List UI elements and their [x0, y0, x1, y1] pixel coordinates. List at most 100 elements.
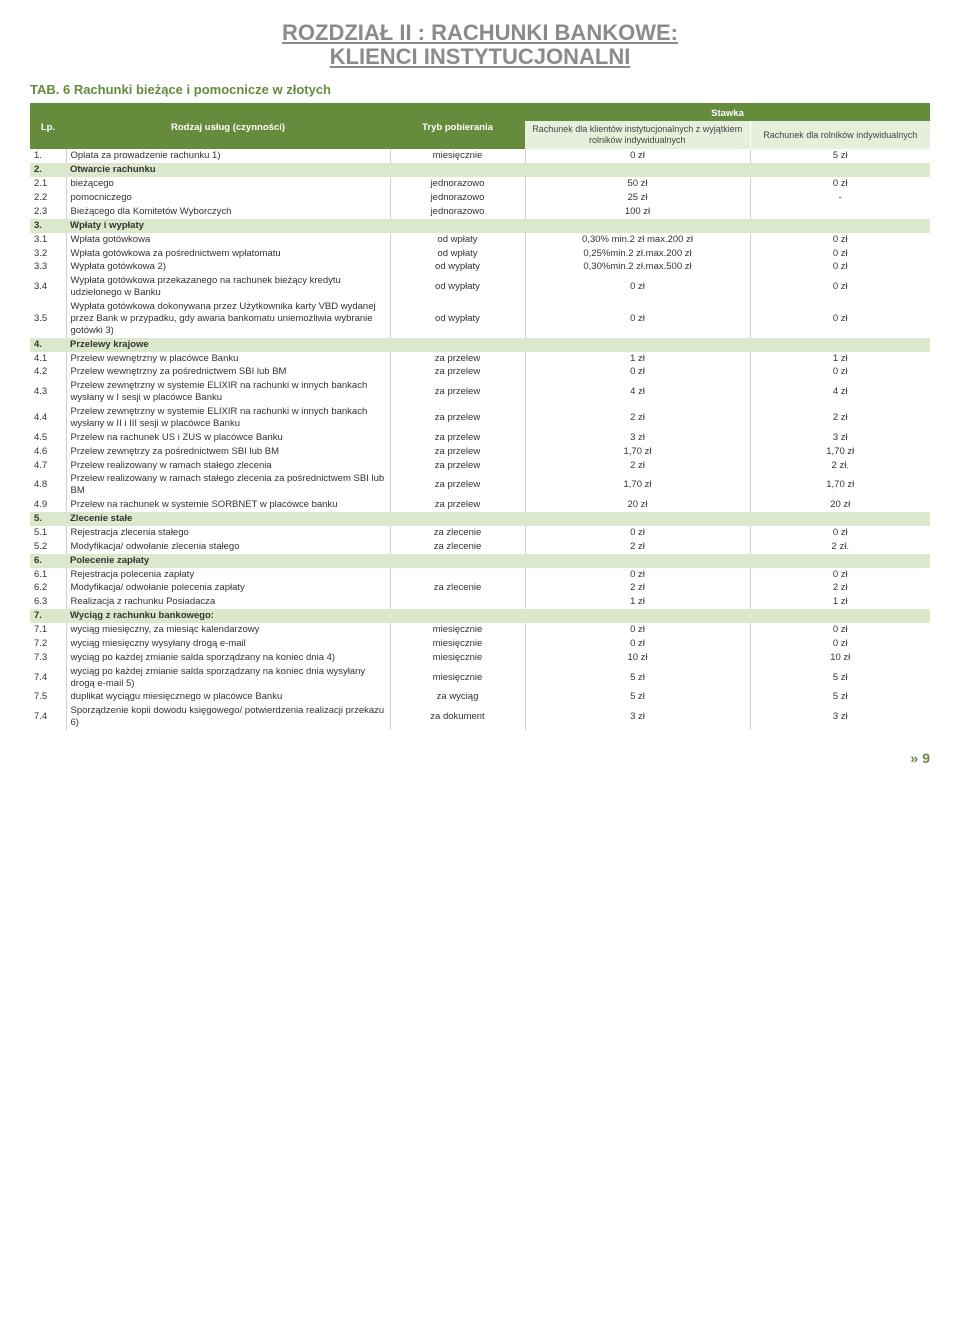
cell-v2: 0 zł: [750, 365, 930, 379]
cell-v2: -: [750, 191, 930, 205]
cell-v2: [750, 205, 930, 219]
cell-v2: 0 zł: [750, 274, 930, 300]
cell-lp: 2.3: [30, 205, 66, 219]
cell-tryb: za dokument: [390, 704, 525, 730]
cell-tryb: [390, 568, 525, 582]
section-lp: 7.: [30, 609, 66, 623]
cell-v1: 5 zł: [525, 690, 750, 704]
page-number: 9: [922, 750, 930, 766]
cell-lp: 6.1: [30, 568, 66, 582]
cell-name: duplikat wyciągu miesięcznego w placówce…: [66, 690, 390, 704]
cell-name: Wpłata gotówkowa: [66, 233, 390, 247]
cell-name: Przelew zewnętrzy za pośrednictwem SBI l…: [66, 445, 390, 459]
cell-lp: 3.2: [30, 247, 66, 261]
cell-name: Wypłata gotówkowa dokonywana przez Użytk…: [66, 300, 390, 338]
cell-tryb: za przelew: [390, 365, 525, 379]
cell-tryb: za zlecenie: [390, 540, 525, 554]
cell-name: Wypłata gotówkowa 2): [66, 260, 390, 274]
cell-name: Rejestracja polecenia zapłaty: [66, 568, 390, 582]
cell-lp: 4.1: [30, 352, 66, 366]
cell-tryb: od wypłaty: [390, 274, 525, 300]
cell-tryb: za przelew: [390, 379, 525, 405]
cell-tryb: od wpłaty: [390, 247, 525, 261]
cell-v2: 2 zł: [750, 581, 930, 595]
section-lp: 6.: [30, 554, 66, 568]
cell-lp: 5.1: [30, 526, 66, 540]
cell-name: Rejestracja zlecenia stałego: [66, 526, 390, 540]
cell-v1: 0 zł: [525, 274, 750, 300]
cell-tryb: za przelew: [390, 352, 525, 366]
cell-lp: 4.6: [30, 445, 66, 459]
cell-v1: 1 zł: [525, 595, 750, 609]
cell-lp: 7.5: [30, 690, 66, 704]
cell-v1: 2 zł: [525, 540, 750, 554]
cell-name: Przelew realizowany w ramach stałego zle…: [66, 459, 390, 473]
cell-v1: 5 zł: [525, 665, 750, 691]
cell-name: Przelew zewnętrzny w systemie ELIXIR na …: [66, 379, 390, 405]
cell-v1: 20 zł: [525, 498, 750, 512]
cell-lp: 4.2: [30, 365, 66, 379]
section-lp: 5.: [30, 512, 66, 526]
cell-v1: 25 zł: [525, 191, 750, 205]
cell-v1: 0 zł: [525, 365, 750, 379]
cell-lp: 2.1: [30, 177, 66, 191]
cell-name: Przelew na rachunek US i ZUS w placówce …: [66, 431, 390, 445]
cell-tryb: miesięcznie: [390, 651, 525, 665]
cell-lp: 7.2: [30, 637, 66, 651]
cell-v2: 1,70 zł: [750, 445, 930, 459]
cell-v1: 1 zł: [525, 352, 750, 366]
section-name: Zlecenie stałe: [66, 512, 930, 526]
cell-lp: 5.2: [30, 540, 66, 554]
section-lp: 4.: [30, 338, 66, 352]
section-name: Wyciąg z rachunku bankowego:: [66, 609, 930, 623]
cell-v2: 1 zł: [750, 352, 930, 366]
doc-title-line1: ROZDZIAŁ II : RACHUNKI BANKOWE:: [30, 20, 930, 46]
cell-v1: 1,70 zł: [525, 472, 750, 498]
cell-lp: 4.7: [30, 459, 66, 473]
cell-v1: 100 zł: [525, 205, 750, 219]
doc-title-line2: KLIENCI INSTYTUCJONALNI: [30, 44, 930, 70]
cell-tryb: za przelew: [390, 431, 525, 445]
cell-v2: 0 zł: [750, 300, 930, 338]
cell-tryb: jednorazowo: [390, 205, 525, 219]
cell-tryb: za zlecenie: [390, 526, 525, 540]
section-lp: 3.: [30, 219, 66, 233]
cell-name: Przelew realizowany w ramach stałego zle…: [66, 472, 390, 498]
cell-tryb: miesięcznie: [390, 149, 525, 163]
cell-lp: 4.9: [30, 498, 66, 512]
th-stawka: Stawka: [525, 107, 930, 121]
cell-v1: 0,30% min.2 zł max.200 zł: [525, 233, 750, 247]
cell-v2: 0 zł: [750, 623, 930, 637]
cell-name: Modyfikacja/ odwołanie polecenia zapłaty: [66, 581, 390, 595]
cell-v1: 1,70 zł: [525, 445, 750, 459]
cell-tryb: jednorazowo: [390, 177, 525, 191]
chevron-icon: »: [910, 750, 918, 766]
cell-v1: 0 zł: [525, 568, 750, 582]
cell-lp: 3.5: [30, 300, 66, 338]
cell-v2: 0 zł: [750, 526, 930, 540]
cell-v1: 0 zł: [525, 526, 750, 540]
cell-name: wyciąg po każdej zmianie salda sporządza…: [66, 651, 390, 665]
cell-tryb: za przelew: [390, 445, 525, 459]
cell-lp: 3.3: [30, 260, 66, 274]
cell-v2: 1,70 zł: [750, 472, 930, 498]
cell-name: pomocniczego: [66, 191, 390, 205]
cell-name: Przelew na rachunek w systemie SORBNET w…: [66, 498, 390, 512]
cell-name: Przelew wewnętrzny w placówce Banku: [66, 352, 390, 366]
cell-lp: 7.3: [30, 651, 66, 665]
cell-v2: 10 zł: [750, 651, 930, 665]
cell-lp: 1.: [30, 149, 66, 163]
cell-v1: 0,30%min.2 zł.max.500 zł: [525, 260, 750, 274]
section-lp: 2.: [30, 163, 66, 177]
section-name: Otwarcie rachunku: [66, 163, 930, 177]
cell-tryb: za przelew: [390, 405, 525, 431]
th-lp: Lp.: [30, 107, 66, 149]
table-title: TAB. 6 Rachunki bieżące i pomocnicze w z…: [30, 82, 930, 97]
cell-v2: 2 zł.: [750, 459, 930, 473]
cell-tryb: za zlecenie: [390, 581, 525, 595]
cell-v2: 0 zł: [750, 637, 930, 651]
cell-name: wyciąg miesięczny, za miesiąc kalendarzo…: [66, 623, 390, 637]
th-sub-col2: Rachunek dla rolników indywidualnych: [750, 121, 930, 150]
cell-v2: 3 zł: [750, 704, 930, 730]
cell-lp: 2.2: [30, 191, 66, 205]
